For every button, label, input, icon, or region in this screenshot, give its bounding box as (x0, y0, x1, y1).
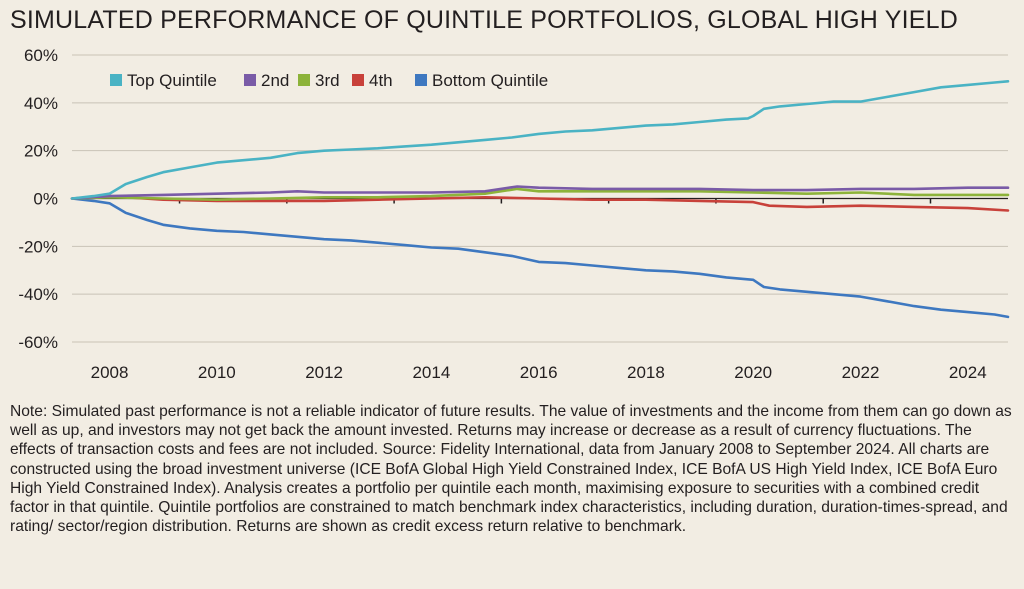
legend-label: 2nd (261, 71, 289, 90)
y-tick-label: -40% (18, 285, 58, 304)
y-tick-label: -20% (18, 237, 58, 256)
legend-label: 3rd (315, 71, 340, 90)
y-tick-label: 20% (24, 142, 58, 161)
footnote: Note: Simulated past performance is not … (10, 403, 1012, 536)
y-tick-label: -60% (18, 333, 58, 352)
legend-swatch (298, 74, 310, 86)
y-tick-label: 40% (24, 94, 58, 113)
legend-swatch (352, 74, 364, 86)
legend-label: Top Quintile (127, 71, 217, 90)
x-tick-label: 2020 (734, 363, 772, 382)
series-line-3rd (70, 187, 1010, 201)
x-tick-label: 2014 (412, 363, 450, 382)
legend-swatch (110, 74, 122, 86)
legend-label: Bottom Quintile (432, 71, 548, 90)
chart-title: SIMULATED PERFORMANCE OF QUINTILE PORTFO… (10, 6, 958, 34)
y-tick-label: 0% (33, 190, 58, 209)
x-tick-label: 2016 (520, 363, 558, 382)
y-tick-label: 60% (24, 46, 58, 65)
x-tick-label: 2022 (842, 363, 880, 382)
series-line-top-quintile (70, 80, 1010, 200)
axes: 60% 40% 20% 0% -20% -40% -60% 2008 2010 2012 2014 2… (18, 46, 1008, 382)
legend-swatch (415, 74, 427, 86)
series-line-2nd (70, 185, 1010, 200)
line-chart: 60% 40% 20% 0% -20% -40% -60% 2008 2010 2012 2014 2… (18, 46, 1010, 382)
series-line-bottom-quintile (70, 197, 1010, 319)
legend-swatch (244, 74, 256, 86)
gridlines (72, 54, 1008, 343)
x-tick-label: 2010 (198, 363, 236, 382)
x-tick-label: 2024 (949, 363, 987, 382)
series-lines (70, 80, 1010, 319)
x-tick-label: 2018 (627, 363, 665, 382)
legend-label: 4th (369, 71, 393, 90)
series-line-4th (70, 194, 1010, 212)
legend: Top Quintile 2nd 3rd 4th Bottom Quintile (110, 71, 548, 90)
x-tick-label: 2012 (305, 363, 343, 382)
x-tick-label: 2008 (91, 363, 129, 382)
